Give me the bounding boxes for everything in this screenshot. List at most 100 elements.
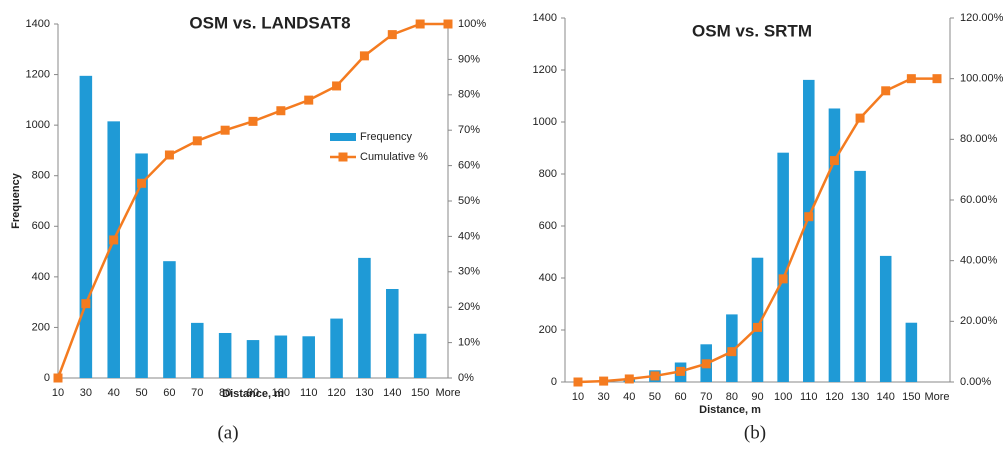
marker xyxy=(881,86,891,96)
marker xyxy=(220,125,230,135)
y-tick-label: 400 xyxy=(32,271,50,283)
marker xyxy=(778,274,788,284)
y-tick-label: 1000 xyxy=(533,116,557,128)
bar xyxy=(274,335,288,378)
y-tick-label: 200 xyxy=(539,324,557,336)
y-tick-label: 1000 xyxy=(26,119,50,131)
y-tick-label: 200 xyxy=(32,321,50,333)
x-tick-label: 40 xyxy=(108,387,120,399)
x-tick-label: 110 xyxy=(300,387,318,399)
y-tick-label: 800 xyxy=(32,170,50,182)
marker xyxy=(304,95,314,105)
marker xyxy=(276,106,286,116)
marker xyxy=(599,376,609,386)
y-tick-label: 800 xyxy=(539,168,557,180)
x-tick-label: 70 xyxy=(191,387,203,399)
x-tick-label: 100 xyxy=(774,391,792,403)
marker xyxy=(804,212,814,222)
x-tick-label: 30 xyxy=(598,391,610,403)
caption: (b) xyxy=(744,422,766,443)
bar xyxy=(905,322,918,382)
marker xyxy=(164,150,174,160)
marker xyxy=(906,74,916,84)
y2-tick-label: 30% xyxy=(458,266,480,278)
y2-tick-label: 80.00% xyxy=(960,133,998,145)
y-tick-label: 600 xyxy=(32,220,50,232)
y-tick-label: 1400 xyxy=(533,12,557,24)
marker xyxy=(109,235,119,245)
bar xyxy=(107,121,120,378)
x-tick-label: 80 xyxy=(219,387,231,399)
x-tick-label: 40 xyxy=(623,391,635,403)
x-tick-label: 50 xyxy=(135,387,147,399)
bar xyxy=(163,261,176,378)
x-tick-label: 140 xyxy=(877,391,895,403)
y-tick-label: 1400 xyxy=(26,18,50,30)
x-tick-label: 60 xyxy=(674,391,686,403)
x-tick-label: 80 xyxy=(726,391,738,403)
y2-tick-label: 70% xyxy=(458,124,480,136)
y2-tick-label: 100% xyxy=(458,18,486,30)
marker xyxy=(387,30,397,40)
y-tick-label: 0 xyxy=(44,372,50,384)
y2-tick-label: 20.00% xyxy=(960,315,998,327)
y2-tick-label: 0.00% xyxy=(960,376,991,388)
x-tick-label: 110 xyxy=(800,391,818,403)
chart-title: OSM vs. LANDSAT8 xyxy=(189,13,350,32)
y2-tick-label: 90% xyxy=(458,53,480,65)
y2-tick-label: 20% xyxy=(458,301,480,313)
y2-tick-label: 120.00% xyxy=(960,12,1004,24)
bar xyxy=(246,340,260,378)
marker xyxy=(855,113,865,123)
y-tick-label: 0 xyxy=(551,376,557,388)
x-tick-label: 140 xyxy=(383,387,401,399)
x-tick-label: 130 xyxy=(851,391,869,403)
bar xyxy=(386,288,399,378)
y2-tick-label: 60.00% xyxy=(960,194,998,206)
bar xyxy=(879,255,892,382)
x-tick-label: 150 xyxy=(411,387,429,399)
x-tick-label: 90 xyxy=(247,387,259,399)
legend-marker xyxy=(338,152,348,162)
y-tick-label: 400 xyxy=(539,272,557,284)
bar xyxy=(413,333,427,378)
marker xyxy=(192,136,202,146)
y2-tick-label: 60% xyxy=(458,160,480,172)
y2-tick-label: 0% xyxy=(458,372,474,384)
x-tick-label: 90 xyxy=(751,391,763,403)
bar xyxy=(777,152,789,382)
legend-label: Frequency xyxy=(360,131,412,143)
x-tick-label: 70 xyxy=(700,391,712,403)
y2-tick-label: 10% xyxy=(458,337,480,349)
y2-tick-label: 40.00% xyxy=(960,255,998,267)
bar xyxy=(79,75,93,378)
y2-tick-label: 50% xyxy=(458,195,480,207)
y2-tick-label: 40% xyxy=(458,230,480,242)
y2-tick-label: 100.00% xyxy=(960,73,1004,85)
marker xyxy=(248,116,258,126)
x-tick-label: More xyxy=(924,391,949,403)
x-tick-label: 130 xyxy=(355,387,373,399)
marker xyxy=(137,178,147,188)
marker xyxy=(359,51,369,61)
x-tick-label: 50 xyxy=(649,391,661,403)
bar xyxy=(828,108,841,382)
marker xyxy=(676,366,686,376)
y-tick-label: 1200 xyxy=(533,64,557,76)
marker xyxy=(332,81,342,91)
bar xyxy=(803,79,815,382)
marker xyxy=(81,299,91,309)
x-tick-label: 100 xyxy=(272,387,290,399)
marker xyxy=(53,373,63,383)
x-tick-label: 10 xyxy=(572,391,584,403)
y-axis-label: Frequency xyxy=(10,172,22,229)
marker xyxy=(727,347,737,357)
chart-title: OSM vs. SRTM xyxy=(692,21,812,40)
marker xyxy=(932,74,942,84)
x-tick-label: 60 xyxy=(163,387,175,399)
marker xyxy=(753,322,762,332)
marker xyxy=(701,359,711,369)
marker xyxy=(573,377,583,387)
x-tick-label: More xyxy=(435,387,460,399)
